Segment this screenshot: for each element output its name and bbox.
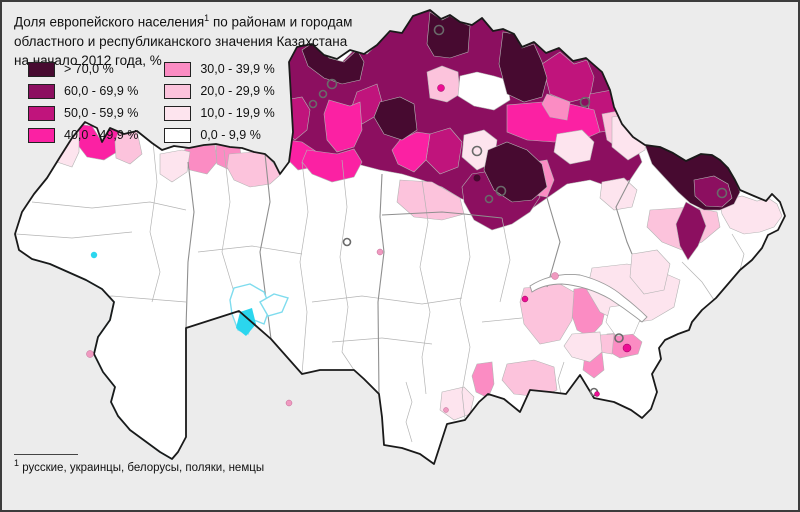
- city-ring-marker: [471, 145, 483, 157]
- footnote: 1 русские, украинцы, белорусы, поляки, н…: [14, 454, 264, 474]
- footnote-rule: [14, 454, 78, 455]
- city-dot-marker: [285, 399, 293, 407]
- footnote-text: 1 русские, украинцы, белорусы, поляки, н…: [14, 458, 265, 474]
- legend-swatch-0-9: [164, 127, 192, 143]
- city-dot-marker: [376, 248, 384, 256]
- city-ring-marker: [318, 89, 328, 99]
- aral-sea-water: [236, 308, 256, 336]
- legend-item: 50,0 - 59,9 %: [28, 102, 138, 124]
- city-ring-marker: [614, 333, 624, 343]
- map-title: Доля европейского населения1 по районам …: [14, 9, 352, 70]
- city-dot-marker: [551, 272, 559, 280]
- city-dot-marker: [437, 84, 445, 92]
- title-line-2: областного и республиканского значения К…: [14, 33, 348, 49]
- city-dot-marker: [594, 391, 600, 397]
- legend-swatch-20-29: [164, 83, 192, 99]
- city-ring-marker: [433, 24, 445, 36]
- legend-item: 10,0 - 19,9 %: [164, 102, 275, 124]
- city-dot-marker: [473, 174, 481, 182]
- city-ring-marker: [484, 194, 494, 204]
- small-lake-west: [90, 251, 98, 259]
- oblast-boundaries: [185, 153, 633, 395]
- district-boundaries: [15, 131, 745, 443]
- footnote-marker: 1: [204, 13, 210, 23]
- legend-item: 0,0 - 9,9 %: [164, 124, 274, 146]
- legend-item: 40,0 - 49,9 %: [28, 124, 138, 146]
- legend-swatch-over-70: [28, 61, 55, 77]
- city-ring-marker: [342, 237, 352, 247]
- legend: > 70,0 % 60,0 - 69,9 % 50,0 - 59,9 % 40,…: [28, 58, 275, 146]
- lake-balkhash: [529, 274, 648, 323]
- syr-darya-delta: [259, 293, 289, 317]
- national-border: [14, 9, 786, 465]
- legend-item: 60,0 - 69,9 %: [28, 80, 138, 102]
- city-ring-marker: [495, 185, 507, 197]
- legend-swatch-60-69: [28, 83, 55, 99]
- city-ring-marker: [326, 78, 338, 90]
- city-ring-marker: [308, 99, 318, 109]
- legend-item: > 70,0 %: [28, 58, 138, 80]
- city-markers: [86, 24, 728, 413]
- legend-swatch-50-59: [28, 105, 55, 121]
- legend-swatch-30-39: [164, 61, 192, 77]
- legend-item: 20,0 - 29,9 %: [164, 80, 275, 102]
- city-ring-marker: [716, 187, 728, 199]
- city-ring-marker: [579, 96, 591, 108]
- city-dot-marker: [622, 343, 632, 353]
- legend-item: 30,0 - 39,9 %: [164, 58, 275, 80]
- city-dot-marker: [521, 295, 529, 303]
- city-dot-marker: [86, 350, 94, 358]
- title-line-1: Доля европейского населения1 по районам …: [14, 13, 353, 30]
- legend-swatch-40-49: [28, 127, 55, 143]
- city-dot-marker: [443, 407, 449, 413]
- legend-swatch-10-19: [164, 105, 192, 121]
- east-cluster-inner: [675, 175, 733, 261]
